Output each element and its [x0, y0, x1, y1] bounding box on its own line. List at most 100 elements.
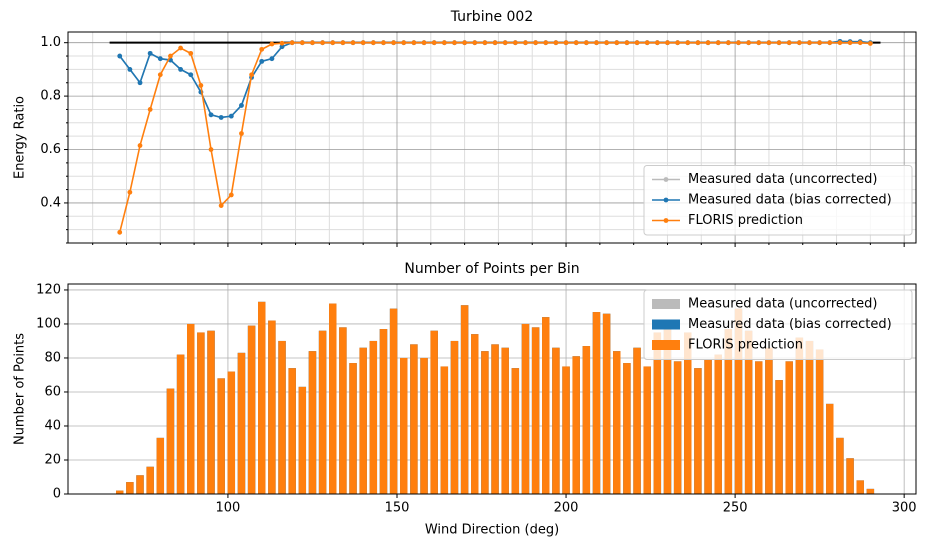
point: [441, 40, 447, 46]
y-tick-label: 0.4: [40, 195, 61, 210]
point: [827, 40, 833, 46]
bar: [542, 317, 550, 494]
bar: [187, 323, 195, 494]
bar: [572, 356, 580, 494]
bar: [146, 466, 154, 494]
point: [239, 103, 244, 108]
legend-label: FLORIS prediction: [688, 338, 803, 353]
point: [208, 147, 214, 152]
point: [523, 40, 528, 46]
bar: [592, 312, 601, 494]
point: [421, 40, 427, 46]
legend-marker: [663, 197, 669, 203]
axes-frame: [67, 31, 917, 244]
axes-frame: [67, 283, 917, 495]
point: [543, 40, 549, 46]
point: [695, 40, 701, 46]
subplot-title: Turbine 002: [450, 9, 534, 25]
x-axis-label: Wind Direction (deg): [425, 523, 559, 538]
legend-swatch: [652, 340, 680, 350]
bar: [562, 366, 570, 494]
bar: [765, 347, 773, 494]
bar: [623, 363, 631, 494]
y-tick-label: 1.0: [40, 35, 61, 50]
bar: [602, 313, 611, 494]
bar: [734, 308, 743, 494]
bar: [552, 347, 560, 494]
point: [157, 56, 163, 62]
bar: [430, 330, 438, 494]
point: [573, 40, 579, 46]
y-tick-label: 120: [36, 282, 61, 297]
x-tick-label: 150: [385, 501, 410, 516]
point: [360, 40, 366, 46]
y-tick-label: 0: [53, 487, 61, 502]
bar: [826, 403, 834, 494]
subplot: 0.4 0.6 0.8 1.0 Turbine 002 Energy Ratio Measu…: [13, 9, 917, 247]
point: [634, 40, 640, 46]
bar: [136, 475, 144, 494]
point: [654, 40, 660, 46]
point: [594, 40, 599, 46]
point: [279, 44, 285, 50]
point: [685, 40, 691, 46]
bar: [207, 330, 215, 494]
point: [411, 40, 417, 46]
bar: [420, 357, 428, 494]
point: [259, 46, 265, 52]
point: [563, 40, 569, 46]
point: [137, 143, 143, 148]
point: [147, 50, 153, 56]
bar: [531, 327, 540, 494]
point: [381, 40, 386, 46]
point: [867, 41, 873, 46]
bar: [836, 437, 844, 494]
bar: [379, 329, 388, 494]
point: [269, 56, 275, 62]
bar: [278, 340, 286, 494]
bar: [359, 347, 367, 494]
y-tick-label: 0.6: [40, 142, 61, 157]
legend-marker: [663, 218, 669, 223]
bar: [491, 344, 499, 494]
point: [208, 112, 214, 118]
x-tick-label: 300: [892, 501, 917, 516]
bar: [197, 332, 205, 494]
point: [746, 40, 752, 46]
bar: [633, 347, 641, 494]
bar: [389, 308, 398, 494]
bar: [126, 482, 134, 494]
point: [269, 41, 275, 47]
bar: [227, 371, 236, 494]
bar: [805, 340, 814, 494]
point: [289, 40, 295, 46]
point: [553, 40, 559, 46]
point: [756, 40, 762, 46]
bar: [704, 359, 712, 494]
bar: [684, 332, 692, 494]
bar: [400, 357, 408, 494]
bar: [785, 361, 793, 494]
bar: [856, 480, 864, 494]
bar: [369, 340, 378, 494]
bar: [775, 380, 783, 494]
bar: [613, 351, 621, 494]
bar: [298, 386, 307, 494]
bar: [339, 327, 347, 494]
point: [137, 80, 143, 86]
point: [857, 40, 863, 46]
point: [350, 40, 356, 46]
bar: [156, 437, 165, 494]
point: [675, 40, 681, 46]
point: [604, 40, 610, 46]
bar: [724, 329, 733, 494]
point: [168, 53, 173, 59]
bar: [116, 490, 124, 494]
bar: [663, 323, 672, 494]
point: [452, 40, 457, 46]
bar: [258, 301, 266, 494]
series-line: [119, 40, 871, 119]
bar: [440, 366, 449, 494]
point: [401, 40, 407, 46]
bar: [166, 388, 175, 494]
